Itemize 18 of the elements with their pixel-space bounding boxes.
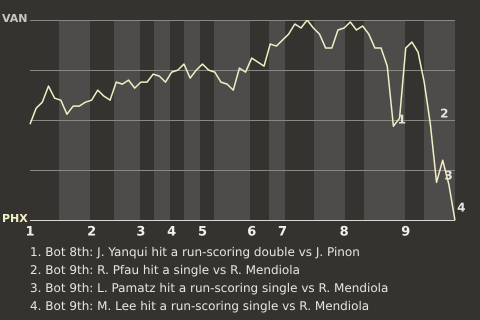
x-tick-label: 4 bbox=[167, 224, 176, 240]
text: 2. Bot 9th: R. Pfau hit a single vs R. Mendiola bbox=[30, 262, 301, 279]
text: PHX bbox=[2, 212, 28, 226]
annotation: 2 bbox=[440, 106, 448, 120]
x-tick-label: 8 bbox=[340, 224, 349, 240]
x-tick-label: 5 bbox=[198, 224, 207, 240]
x-tick-label: 9 bbox=[401, 224, 410, 240]
x-tick-label: 6 bbox=[247, 224, 256, 240]
text: 1. Bot 8th: J. Yanqui hit a run-scoring double vs J. Pinon bbox=[30, 244, 361, 261]
text: 4 bbox=[457, 200, 466, 214]
x-tick-label: 1 bbox=[25, 224, 35, 240]
x-tick-label: 2 bbox=[87, 224, 96, 240]
text: 3. Bot 9th: L. Pamatz hit a run-scoring single vs R. Mendiola bbox=[30, 280, 388, 297]
x-tick-label: 3 bbox=[136, 224, 146, 240]
x-tick-label: 7 bbox=[278, 224, 288, 240]
annotation: 1 bbox=[398, 112, 406, 126]
text: 4. Bot 9th: M. Lee hit a run-scoring single vs R. Mendiola bbox=[30, 298, 370, 315]
text: VAN bbox=[2, 12, 28, 25]
